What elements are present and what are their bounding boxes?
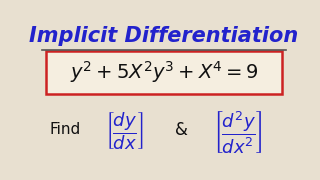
Text: Implicit Differentiation: Implicit Differentiation (29, 26, 299, 46)
FancyBboxPatch shape (46, 51, 282, 94)
Text: $y^2 + 5X^2y^3 + X^4 = 9$: $y^2 + 5X^2y^3 + X^4 = 9$ (69, 59, 259, 85)
Text: $\left[\dfrac{dy}{dx}\right]$: $\left[\dfrac{dy}{dx}\right]$ (105, 110, 144, 152)
Text: $\left[\dfrac{d^2y}{dx^2}\right]$: $\left[\dfrac{d^2y}{dx^2}\right]$ (213, 109, 263, 156)
Text: &: & (175, 121, 188, 139)
Text: Find: Find (49, 122, 80, 137)
